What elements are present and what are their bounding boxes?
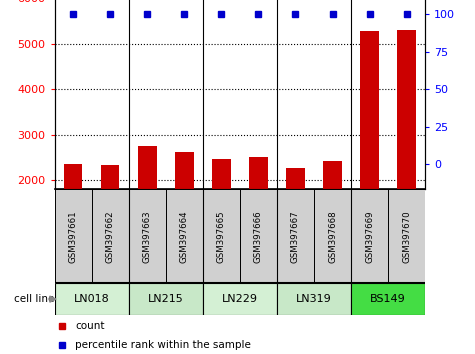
- Bar: [55, 189, 92, 283]
- Bar: [129, 189, 166, 283]
- Text: GSM397670: GSM397670: [402, 210, 411, 263]
- Text: GSM397669: GSM397669: [365, 210, 374, 263]
- Text: LN229: LN229: [222, 294, 258, 304]
- Text: GSM397667: GSM397667: [291, 210, 300, 263]
- Bar: [351, 189, 388, 283]
- Bar: [203, 283, 277, 315]
- Text: GSM397661: GSM397661: [69, 210, 77, 263]
- Bar: [64, 164, 83, 189]
- Bar: [212, 159, 231, 189]
- Bar: [166, 189, 203, 283]
- Bar: [92, 189, 129, 283]
- Bar: [249, 157, 267, 189]
- Text: LN319: LN319: [296, 294, 332, 304]
- Text: GSM397664: GSM397664: [180, 210, 189, 263]
- Text: cell line: cell line: [14, 294, 55, 304]
- Bar: [361, 31, 379, 189]
- Bar: [388, 189, 425, 283]
- Text: GSM397665: GSM397665: [217, 210, 226, 263]
- Bar: [286, 167, 305, 189]
- Bar: [277, 189, 314, 283]
- Bar: [277, 283, 351, 315]
- Text: percentile rank within the sample: percentile rank within the sample: [75, 341, 251, 350]
- Bar: [129, 283, 203, 315]
- Bar: [314, 189, 351, 283]
- Bar: [397, 30, 416, 189]
- Text: BS149: BS149: [370, 294, 406, 304]
- Bar: [323, 161, 342, 189]
- Text: GSM397662: GSM397662: [106, 210, 114, 263]
- Bar: [240, 189, 277, 283]
- Bar: [55, 283, 129, 315]
- Text: LN018: LN018: [74, 294, 110, 304]
- Text: GSM397666: GSM397666: [254, 210, 263, 263]
- Text: GSM397663: GSM397663: [143, 210, 152, 263]
- Bar: [351, 283, 425, 315]
- Bar: [175, 152, 194, 189]
- Text: count: count: [75, 321, 104, 331]
- Bar: [101, 165, 120, 189]
- Bar: [203, 189, 240, 283]
- Text: LN215: LN215: [148, 294, 184, 304]
- Text: GSM397668: GSM397668: [328, 210, 337, 263]
- Bar: [138, 146, 157, 189]
